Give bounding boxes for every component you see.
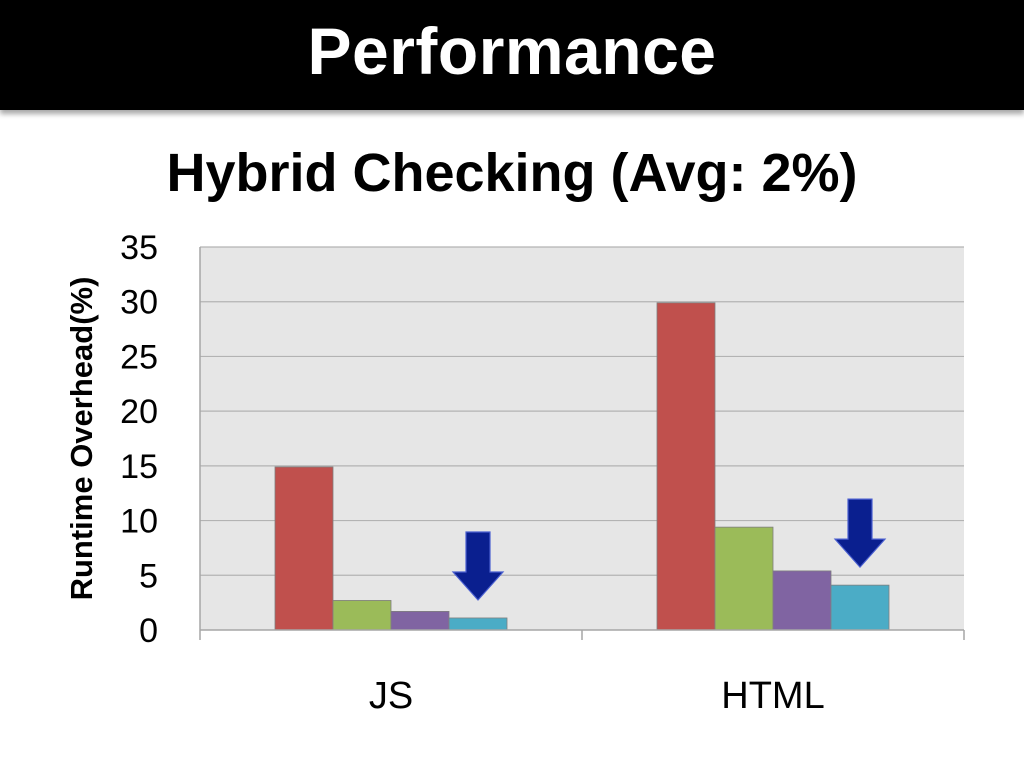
bar xyxy=(390,610,450,631)
y-tick-label: 15 xyxy=(120,448,158,486)
down-arrow-icon xyxy=(451,531,505,601)
bar-chart: Hybrid Checking (Avg: 2%) 0 5 10 15 20 25 30 35… xyxy=(64,143,965,717)
chart-title: Hybrid Checking (Avg: 2%) xyxy=(166,143,857,203)
bar xyxy=(448,617,508,631)
annotations xyxy=(451,498,887,601)
x-tick-labels: JS HTML xyxy=(369,675,825,717)
title-bar: Performance xyxy=(0,0,1024,110)
y-tick-label: 10 xyxy=(120,503,158,541)
y-tick-labels: 0 5 10 15 20 25 30 35 xyxy=(120,229,158,650)
bar xyxy=(332,600,392,631)
y-tick-label: 20 xyxy=(120,393,158,431)
bar xyxy=(274,466,334,631)
y-axis-label: Runtime Overhead(%) xyxy=(64,277,99,601)
bar xyxy=(656,302,716,631)
y-tick-label: 35 xyxy=(120,229,158,267)
y-tick-label: 30 xyxy=(120,284,158,322)
x-tick-label: HTML xyxy=(721,675,824,717)
bars xyxy=(274,302,890,631)
y-tick-label: 0 xyxy=(139,612,158,650)
axes xyxy=(199,247,965,640)
down-arrow-icon xyxy=(833,498,887,569)
bar xyxy=(714,526,774,631)
slide-title: Performance xyxy=(307,14,717,88)
x-tick-label: JS xyxy=(369,675,413,717)
y-tick-label: 25 xyxy=(120,338,158,376)
bar xyxy=(830,584,890,631)
bar xyxy=(772,570,832,631)
y-tick-label: 5 xyxy=(139,557,158,595)
